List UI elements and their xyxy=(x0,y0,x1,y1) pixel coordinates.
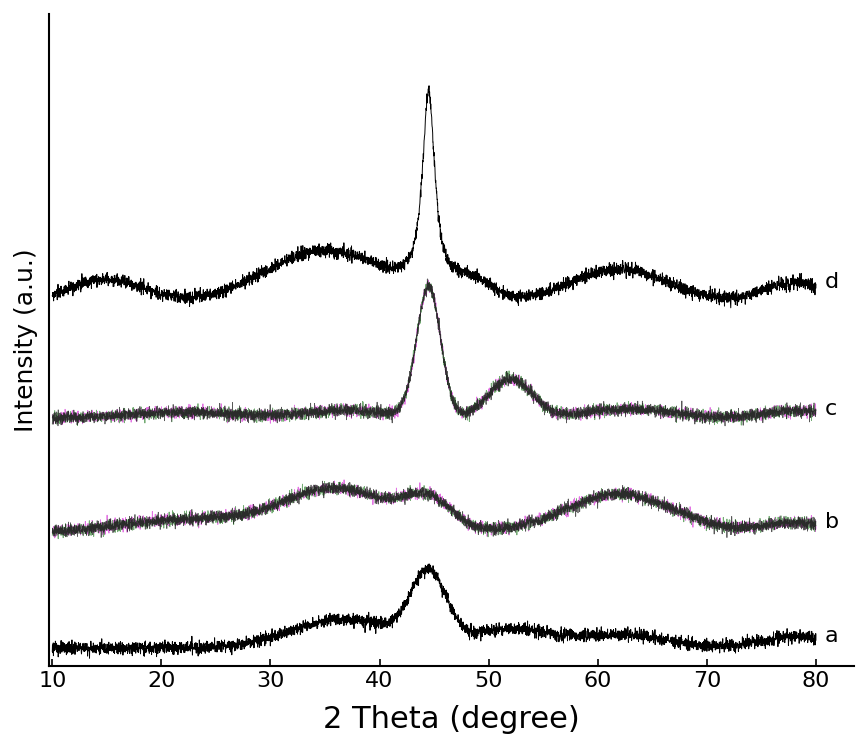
Text: d: d xyxy=(825,272,838,292)
Text: b: b xyxy=(825,512,838,532)
Text: c: c xyxy=(825,399,837,420)
Y-axis label: Intensity (a.u.): Intensity (a.u.) xyxy=(14,248,38,432)
Text: a: a xyxy=(825,626,838,646)
X-axis label: 2 Theta (degree): 2 Theta (degree) xyxy=(323,705,580,734)
